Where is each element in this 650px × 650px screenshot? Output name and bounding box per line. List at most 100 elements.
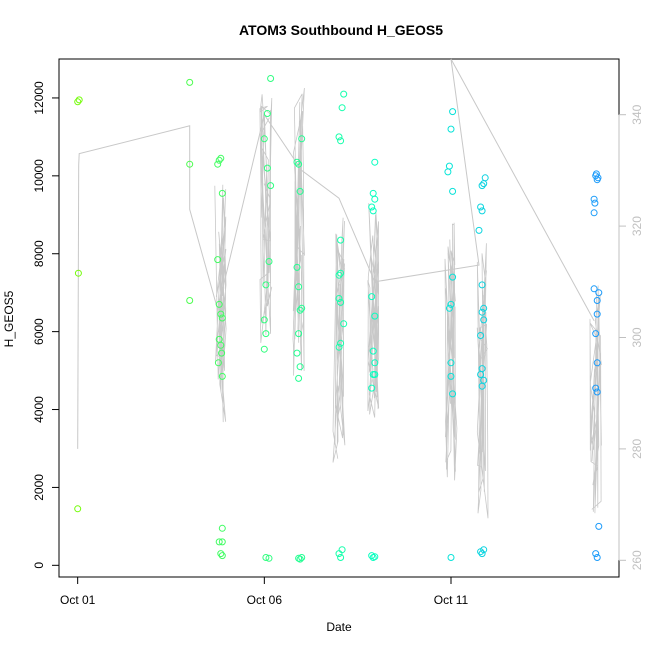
- data-point: [338, 546, 346, 554]
- data-point: [337, 339, 345, 347]
- data-point: [369, 207, 377, 215]
- data-point: [265, 554, 273, 562]
- data-point: [481, 174, 489, 182]
- y-tick-label: 4000: [32, 396, 46, 423]
- data-point: [592, 384, 600, 392]
- data-point: [186, 297, 194, 304]
- right-y-tick-label: 280: [630, 439, 644, 459]
- data-point: [369, 347, 377, 355]
- data-point: [260, 345, 268, 353]
- y-tick-label: 0: [32, 562, 46, 569]
- data-point: [449, 273, 457, 281]
- data-point: [340, 320, 348, 328]
- data-point: [447, 300, 455, 308]
- right-y-tick-label: 340: [630, 104, 644, 124]
- data-point: [337, 269, 345, 277]
- data-point: [214, 160, 222, 168]
- data-point: [447, 554, 455, 561]
- x-tick-label: Oct 11: [434, 593, 469, 607]
- left-axis: 0 2000 4000 6000 8000 10000 12000: [32, 81, 60, 569]
- data-point: [591, 199, 599, 207]
- data-point: [293, 349, 301, 357]
- right-y-tick-label: 320: [630, 216, 644, 236]
- profile-trace: [589, 285, 602, 514]
- data-point: [296, 363, 304, 371]
- data-point: [592, 550, 600, 558]
- data-point: [445, 162, 453, 170]
- data-point: [335, 295, 343, 302]
- data-point: [449, 390, 457, 398]
- data-point: [444, 168, 452, 176]
- data-point: [478, 382, 486, 390]
- data-point: [296, 306, 304, 314]
- data-point: [218, 552, 226, 560]
- data-point: [218, 314, 226, 322]
- data-point: [335, 343, 343, 351]
- data-point: [263, 110, 271, 117]
- data-point: [215, 156, 223, 164]
- data-point: [295, 283, 303, 291]
- data-point: [595, 289, 603, 297]
- data-point: [478, 550, 486, 558]
- data-point: [298, 304, 306, 312]
- data-point: [368, 552, 376, 560]
- data-point: [340, 90, 348, 98]
- bottom-axis: Oct 01 Oct 06 Oct 11: [60, 576, 469, 607]
- data-point: [369, 189, 377, 197]
- data-point: [267, 75, 275, 82]
- right-axis: 260 280 300 320 340: [618, 104, 644, 570]
- data-point: [477, 371, 485, 378]
- data-point: [215, 538, 223, 546]
- data-point: [480, 546, 488, 554]
- data-point: [338, 104, 346, 112]
- series-lines: [77, 58, 602, 519]
- data-point: [217, 310, 225, 318]
- profile-trace: [292, 87, 305, 376]
- y-axis-label: H_GEOS5: [2, 290, 16, 347]
- data-point: [214, 256, 222, 264]
- data-point: [371, 371, 379, 378]
- data-point: [295, 374, 303, 382]
- data-point: [295, 160, 303, 168]
- y-tick-label: 6000: [32, 318, 46, 345]
- data-point: [337, 554, 345, 561]
- data-point: [260, 135, 268, 143]
- data-point: [449, 108, 457, 116]
- data-point: [293, 263, 301, 271]
- data-point: [368, 203, 376, 211]
- data-point: [218, 349, 226, 357]
- data-point: [445, 304, 453, 312]
- data-point: [590, 209, 598, 217]
- series-points: [74, 75, 603, 563]
- profile-trace: [259, 94, 273, 343]
- data-point: [371, 195, 379, 203]
- data-point: [218, 538, 226, 546]
- data-point: [593, 359, 601, 367]
- y-tick-label: 10000: [32, 159, 46, 193]
- data-point: [335, 133, 343, 141]
- y-tick-label: 12000: [32, 81, 46, 115]
- x-tick-label: Oct 06: [247, 593, 283, 607]
- data-point: [337, 236, 345, 244]
- data-point: [477, 332, 485, 339]
- profile-trace: [444, 222, 458, 481]
- data-point: [593, 310, 601, 318]
- data-point: [447, 125, 455, 133]
- data-point: [371, 553, 379, 561]
- data-point: [478, 308, 486, 316]
- data-point: [217, 154, 225, 162]
- profile-trace: [332, 217, 346, 463]
- data-point: [337, 137, 345, 145]
- data-point: [368, 384, 376, 392]
- data-point: [298, 135, 306, 143]
- data-point: [595, 522, 603, 530]
- data-point: [218, 524, 226, 532]
- data-point: [478, 182, 486, 190]
- data-point: [447, 372, 455, 380]
- data-point: [74, 505, 82, 513]
- data-point: [215, 300, 223, 308]
- data-point: [267, 182, 275, 190]
- data-point: [480, 304, 488, 312]
- data-point: [296, 187, 304, 195]
- data-point: [298, 554, 306, 561]
